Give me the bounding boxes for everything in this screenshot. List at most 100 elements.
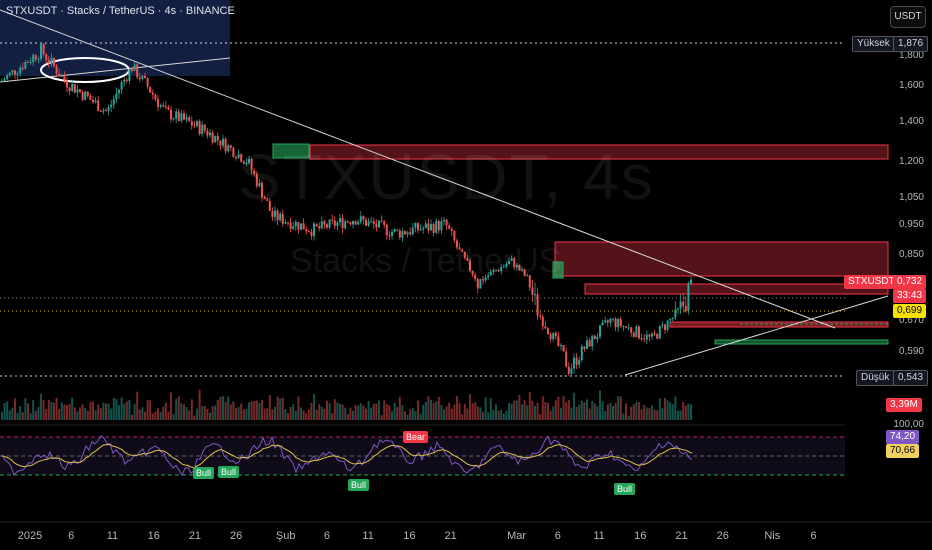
volume-bar — [79, 407, 81, 420]
volume-bar — [131, 414, 133, 420]
volume-bar — [172, 413, 175, 420]
candle-body — [42, 43, 45, 55]
volume-bar — [677, 410, 679, 420]
volume-tag: 3,39M — [886, 398, 922, 412]
candle-body — [682, 301, 685, 307]
candle-body — [149, 86, 152, 93]
volume-bar — [518, 394, 521, 420]
candle-body — [248, 159, 250, 163]
rsi-line — [1, 435, 693, 476]
candle-body — [664, 324, 666, 330]
candle-body — [461, 249, 464, 252]
volume-bar — [604, 411, 607, 420]
volume-bar — [151, 413, 154, 420]
volume-bar — [370, 407, 373, 420]
candle-body — [14, 70, 16, 75]
volume-bar — [240, 403, 243, 420]
volume-bar — [583, 402, 586, 420]
volume-bar — [432, 403, 435, 420]
candle-body — [3, 79, 6, 81]
candle-body — [666, 320, 669, 330]
volume-bar — [284, 409, 287, 420]
volume-bar — [674, 396, 677, 420]
volume-bar — [625, 403, 627, 420]
candle-body — [414, 222, 417, 228]
candle-body — [339, 218, 341, 223]
volume-bar — [658, 398, 661, 420]
volume-bar — [164, 402, 167, 420]
volume-bar — [588, 408, 591, 420]
volume-bar — [565, 402, 568, 420]
volume-bar — [289, 406, 292, 420]
candle-body — [396, 229, 399, 231]
volume-bar — [427, 396, 430, 420]
volume-bar — [180, 403, 183, 420]
volume-bar — [313, 394, 315, 420]
volume-bar — [606, 404, 609, 420]
volume-bar — [575, 407, 578, 420]
volume-bar — [216, 399, 219, 420]
volume-bar — [16, 412, 19, 420]
time-tick: 11 — [362, 530, 374, 542]
volume-bar — [232, 401, 235, 420]
volume-bar — [281, 397, 284, 420]
candle-body — [326, 224, 328, 228]
volume-bar — [326, 400, 328, 420]
candle-body — [547, 328, 549, 335]
volume-bar — [258, 402, 261, 420]
volume-bar — [562, 396, 565, 420]
volume-bar — [344, 407, 347, 420]
volume-bar — [185, 406, 188, 420]
volume-bar — [505, 410, 508, 420]
volume-bar — [266, 408, 269, 420]
volume-bar — [255, 400, 258, 420]
title-box-trendline[interactable] — [0, 57, 231, 83]
candle-body — [235, 156, 237, 159]
candle-body — [144, 75, 146, 79]
volume-bar — [63, 404, 66, 420]
volume-bar — [34, 410, 37, 420]
volume-bar — [547, 402, 549, 420]
volume-bar — [235, 407, 237, 420]
candle-body — [289, 222, 292, 229]
volume-bar — [60, 402, 63, 420]
volume-bar — [640, 409, 643, 420]
last-price-tag: 0,732 — [893, 275, 927, 289]
volume-bar — [417, 400, 419, 420]
ascending-trendline[interactable] — [624, 295, 889, 376]
volume-bar — [107, 403, 110, 420]
candle-body — [305, 229, 308, 232]
candle-body — [515, 264, 518, 268]
candle-body — [66, 80, 68, 88]
candle-body — [120, 82, 123, 90]
candle-body — [175, 111, 178, 119]
volume-bar — [632, 404, 635, 420]
volume-bar — [177, 396, 180, 420]
volume-bar — [643, 404, 646, 420]
candle-body — [625, 326, 627, 328]
candle-body — [521, 269, 523, 271]
candle-body — [640, 338, 643, 340]
symbol-title[interactable]: STXUSDT · Stacks / TetherUS · 4s · BINAN… — [6, 5, 235, 17]
candle-body — [110, 104, 113, 108]
volume-bar — [570, 407, 573, 420]
candle-body — [362, 216, 365, 220]
volume-bar — [435, 401, 438, 420]
currency-button[interactable]: USDT — [890, 6, 926, 28]
candle-body — [541, 316, 544, 327]
candle-body — [201, 124, 204, 134]
candle-body — [164, 106, 167, 108]
volume-bar — [378, 400, 380, 420]
descending-trendline[interactable] — [0, 9, 836, 329]
candle-body — [534, 294, 536, 296]
candle-body — [45, 54, 48, 60]
candle-body — [401, 231, 404, 238]
candle-body — [510, 258, 513, 261]
volume-bar — [248, 402, 250, 420]
candle-body — [388, 235, 391, 237]
candle-body — [60, 75, 63, 77]
volume-bar — [141, 407, 144, 420]
candle-body — [601, 322, 604, 326]
candle-body — [198, 121, 201, 134]
